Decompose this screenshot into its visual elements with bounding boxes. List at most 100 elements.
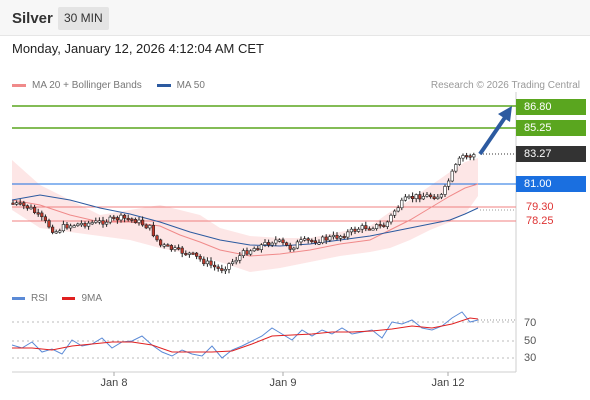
candle-body: [382, 224, 386, 227]
candle-body: [25, 205, 30, 209]
rsi-legend: RSI 9MA: [12, 293, 114, 304]
candle-body: [472, 154, 476, 158]
candle-body: [79, 223, 83, 226]
candle-body: [108, 216, 112, 223]
candle-body: [328, 236, 332, 241]
price-label-86-80: 86.80: [516, 99, 586, 115]
candle-body: [198, 256, 202, 260]
candle-body: [346, 231, 350, 238]
candle-body: [461, 155, 465, 159]
candle-body: [403, 196, 408, 201]
candle-body: [173, 247, 177, 250]
candle-body: [410, 195, 415, 199]
candle-body: [252, 248, 256, 252]
price-label-81-00: 81.00: [516, 176, 586, 192]
legend-item-9ma: 9MA: [62, 293, 102, 304]
candle-body: [439, 194, 444, 198]
price-label-current: 83.27: [516, 146, 586, 162]
candle-body: [270, 242, 274, 246]
candle-body: [213, 264, 217, 268]
candle-body: [256, 248, 260, 251]
candle-body: [169, 245, 174, 250]
legend-label-rsi: RSI: [31, 293, 48, 304]
candle-body: [209, 260, 213, 266]
candle-body: [266, 242, 271, 246]
candle-body: [18, 202, 22, 205]
candlestick-series: [11, 152, 476, 275]
candle-body: [238, 255, 242, 261]
candle-body: [450, 170, 454, 182]
candle-body: [76, 223, 80, 226]
forecast-arrow-head: [498, 106, 512, 122]
candle-body: [349, 228, 354, 233]
candle-body: [191, 252, 195, 255]
candle-body: [133, 219, 138, 223]
candle-body: [288, 244, 292, 250]
candle-body: [468, 155, 472, 158]
candle-body: [227, 263, 231, 270]
candle-body: [367, 228, 372, 231]
candle-body: [389, 214, 393, 223]
candle-body: [313, 240, 318, 244]
rsi-line: [11, 311, 479, 359]
candle-body: [371, 228, 375, 231]
candle-body: [148, 225, 152, 229]
symbol-title: Silver: [12, 10, 53, 27]
candle-body: [378, 224, 382, 227]
candle-body: [414, 194, 418, 199]
candle-body: [69, 225, 73, 229]
candle-body: [364, 225, 368, 230]
candle-body: [43, 216, 47, 221]
rsi-tick-30: 30: [524, 352, 537, 364]
price-label-78-25: 78.25: [526, 215, 554, 227]
candle-body: [97, 220, 101, 223]
price-label-79-30: 79.30: [526, 201, 554, 213]
research-credit: Research © 2026 Trading Central: [430, 80, 580, 91]
candle-body: [205, 260, 210, 265]
candle-body: [432, 196, 436, 199]
candle-body: [29, 207, 33, 210]
candle-body: [360, 225, 364, 230]
candle-body: [249, 250, 253, 255]
candle-body: [22, 202, 26, 207]
candle-body: [112, 216, 116, 219]
candle-body: [141, 219, 145, 226]
ma50-line: [11, 194, 479, 247]
candle-body: [47, 220, 51, 228]
x-label-jan9: Jan 9: [269, 377, 297, 389]
candle-body: [335, 234, 339, 239]
candle-body: [90, 222, 94, 225]
candle-body: [310, 239, 314, 243]
candle-body: [151, 225, 156, 237]
timeframe-badge[interactable]: 30 MIN: [58, 7, 109, 30]
candle-body: [184, 253, 188, 256]
candle-body: [115, 217, 119, 221]
candle-body: [101, 220, 105, 225]
rsi-tick-50: 50: [524, 335, 537, 347]
candle-body: [443, 186, 447, 195]
candle-body: [428, 194, 433, 198]
candle-body: [126, 217, 130, 221]
candle-body: [317, 242, 321, 245]
ma20-line: [11, 183, 479, 257]
candle-body: [259, 244, 264, 250]
candle-body: [457, 157, 462, 165]
candle-body: [331, 234, 336, 238]
candle-body: [400, 199, 404, 209]
candle-body: [130, 218, 134, 221]
candle-body: [421, 196, 426, 200]
legend-item-ma50: MA 50: [156, 80, 205, 91]
candle-body: [385, 221, 390, 227]
candle-body: [407, 195, 411, 199]
candle-body: [155, 235, 159, 241]
x-label-jan8: Jan 8: [100, 377, 128, 389]
candle-body: [245, 250, 249, 255]
candle-body: [374, 224, 379, 229]
candle-body: [202, 258, 206, 265]
candle-body: [425, 194, 429, 197]
candle-body: [284, 242, 289, 246]
candle-body: [87, 222, 91, 227]
candle-body: [61, 224, 65, 232]
candle-body: [274, 239, 278, 244]
